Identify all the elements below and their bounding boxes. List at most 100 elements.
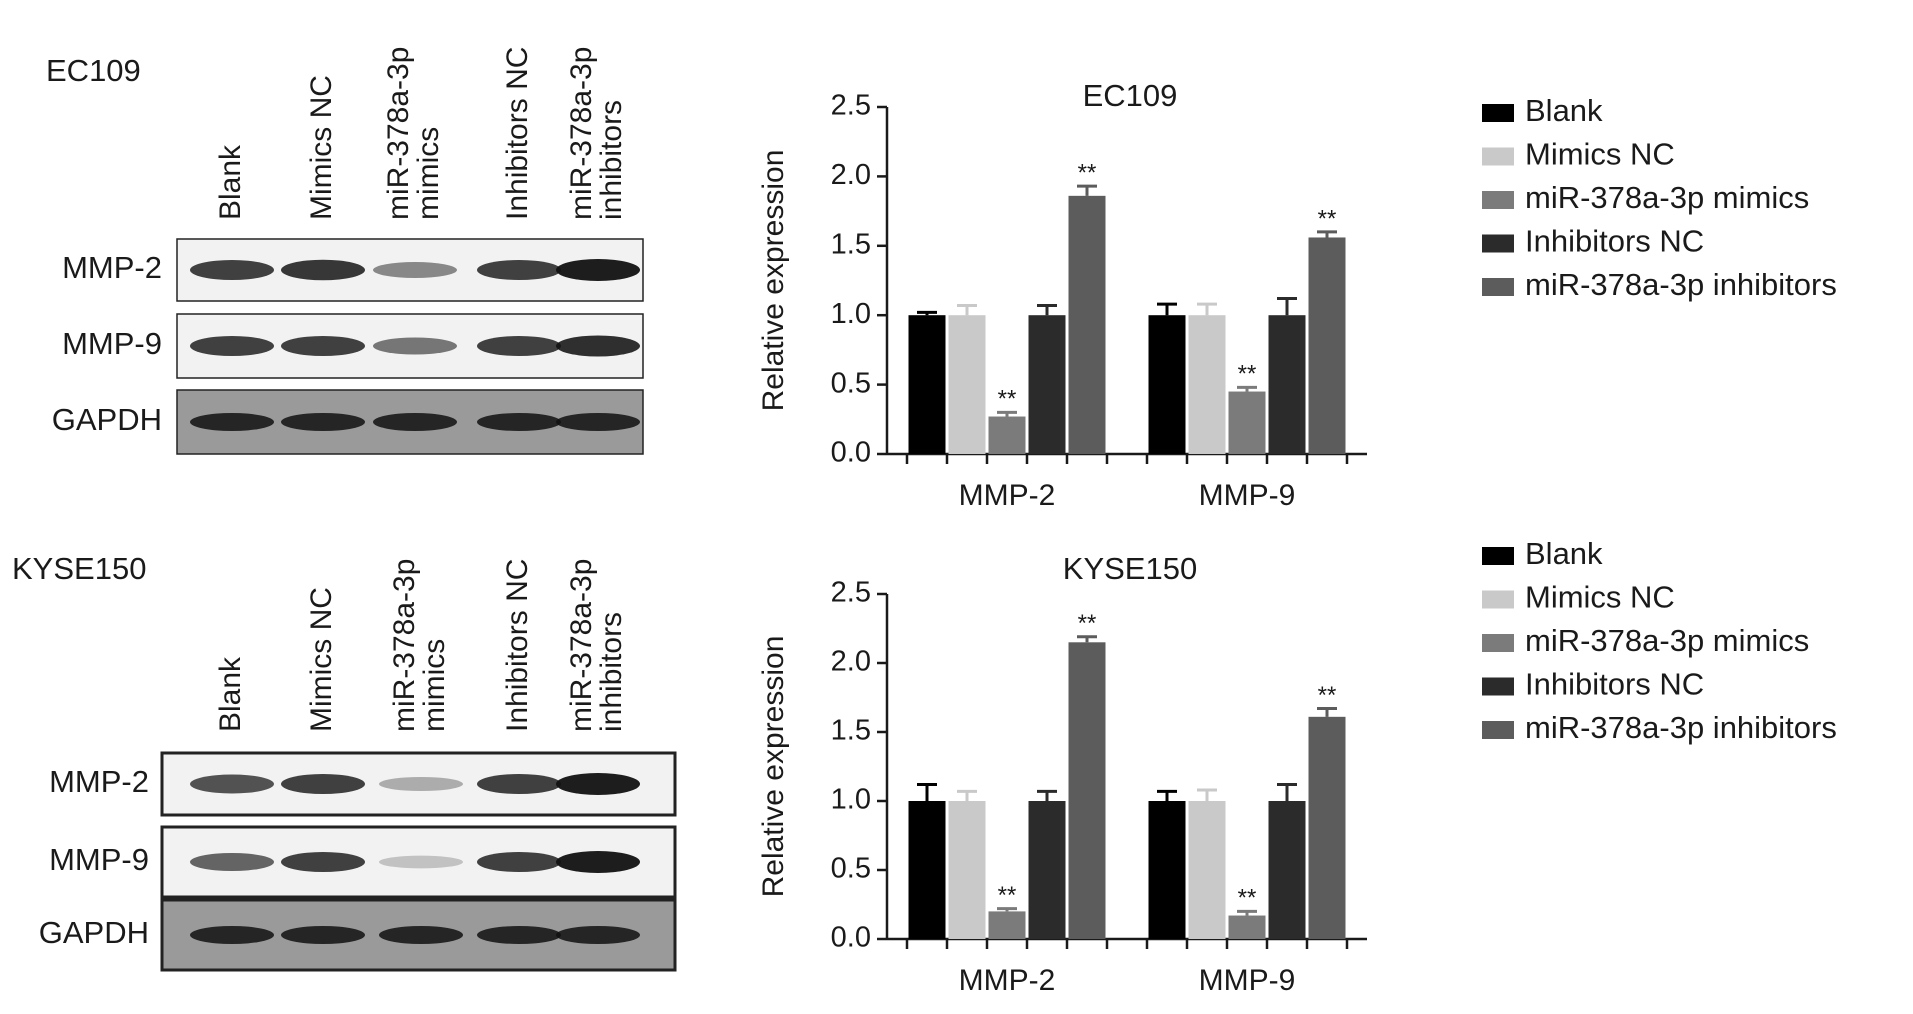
row-label: GAPDH xyxy=(52,402,162,437)
blot-band xyxy=(477,336,561,356)
y-axis-label: Relative expression xyxy=(757,150,790,412)
blot-band xyxy=(556,773,640,795)
chart-title: KYSE150 xyxy=(1063,551,1197,586)
legend-swatch xyxy=(1482,634,1514,652)
y-axis-label: Relative expression xyxy=(757,636,790,898)
legend-swatch xyxy=(1482,104,1514,122)
legend-swatch xyxy=(1482,278,1514,296)
error-bar xyxy=(1277,782,1297,801)
blot-band xyxy=(281,413,365,431)
blot-band xyxy=(373,337,457,355)
bar xyxy=(1148,801,1186,939)
bar xyxy=(988,416,1026,454)
significance-label: ** xyxy=(1238,885,1257,912)
lane-label: miR-378a-3p xyxy=(565,47,598,220)
lane-label: mimics xyxy=(412,127,445,220)
bar xyxy=(1228,391,1266,454)
bar xyxy=(948,315,986,454)
bar xyxy=(1268,315,1306,454)
error-bar xyxy=(1197,302,1217,316)
lane-label: Blank xyxy=(214,144,247,220)
y-tick-label: 0.0 xyxy=(831,922,871,954)
legend-swatch xyxy=(1482,547,1514,565)
legend-label: miR-378a-3p inhibitors xyxy=(1525,267,1837,302)
blot-band xyxy=(556,413,640,431)
significance-label: ** xyxy=(1238,361,1257,388)
blot-band xyxy=(281,336,365,356)
legend-label: miR-378a-3p inhibitors xyxy=(1525,710,1837,745)
error-bar xyxy=(1157,302,1177,316)
y-tick-label: 1.0 xyxy=(831,784,871,816)
y-tick-label: 2.5 xyxy=(831,90,871,122)
lane-label: Inhibitors NC xyxy=(501,47,534,220)
y-tick-label: 0.5 xyxy=(831,853,871,885)
x-tick-label: MMP-9 xyxy=(1199,964,1296,997)
y-tick-label: 0.0 xyxy=(831,437,871,469)
lane-label: inhibitors xyxy=(595,100,628,220)
blot-band xyxy=(379,926,463,944)
bar xyxy=(1188,801,1226,939)
lane-label: Blank xyxy=(214,656,247,732)
chart-title: EC109 xyxy=(1083,78,1178,113)
bar xyxy=(1308,716,1346,939)
legend-label: Blank xyxy=(1525,93,1603,128)
bar xyxy=(908,315,946,454)
y-tick-label: 2.5 xyxy=(831,577,871,609)
legend-swatch xyxy=(1482,590,1514,609)
error-bar xyxy=(1077,635,1097,643)
bar xyxy=(948,801,986,939)
bar xyxy=(988,911,1026,939)
lane-label: miR-378a-3p xyxy=(382,47,415,220)
x-tick-label: MMP-2 xyxy=(959,964,1056,997)
error-bar xyxy=(917,310,937,316)
row-label: MMP-2 xyxy=(49,764,149,799)
blot-band xyxy=(556,259,640,281)
blot-band xyxy=(281,259,365,281)
blot-band xyxy=(379,855,463,869)
bar xyxy=(1188,315,1226,454)
bar xyxy=(1148,315,1186,454)
legend-label: Mimics NC xyxy=(1525,137,1675,172)
error-bar xyxy=(1277,297,1297,316)
blot-band xyxy=(379,777,463,791)
legend-label: Blank xyxy=(1525,536,1603,571)
legend-swatch xyxy=(1482,191,1514,209)
y-tick-label: 2.0 xyxy=(831,646,871,678)
blot-band xyxy=(281,926,365,944)
error-bar xyxy=(1037,303,1057,316)
blot-title: KYSE150 xyxy=(12,551,146,586)
bar xyxy=(1268,801,1306,939)
lane-label: Mimics NC xyxy=(305,75,338,220)
blot-band xyxy=(556,926,640,944)
blot-band xyxy=(281,852,365,872)
legend-label: miR-378a-3p mimics xyxy=(1525,180,1809,215)
bar xyxy=(1068,642,1106,939)
blot-band xyxy=(190,413,274,431)
bar xyxy=(1308,237,1346,454)
error-bar xyxy=(997,410,1017,417)
row-label: MMP-9 xyxy=(62,326,162,361)
blot-band xyxy=(477,774,561,794)
y-tick-label: 1.5 xyxy=(831,715,871,747)
blot-band xyxy=(373,262,457,278)
lane-label: mimics xyxy=(418,639,451,732)
error-bar xyxy=(1157,789,1177,801)
y-tick-label: 1.0 xyxy=(831,298,871,330)
y-tick-label: 2.0 xyxy=(831,159,871,191)
blot-band xyxy=(190,853,274,871)
legend-label: miR-378a-3p mimics xyxy=(1525,623,1809,658)
significance-label: ** xyxy=(998,882,1017,909)
error-bar xyxy=(1197,788,1217,801)
row-label: MMP-9 xyxy=(49,842,149,877)
blot-band xyxy=(477,926,561,944)
legend-label: Inhibitors NC xyxy=(1525,224,1704,259)
blot-band xyxy=(556,851,640,873)
x-tick-label: MMP-9 xyxy=(1199,479,1296,512)
blot-band xyxy=(373,413,457,431)
significance-label: ** xyxy=(1078,159,1097,186)
legend-swatch xyxy=(1482,677,1514,696)
significance-label: ** xyxy=(998,386,1017,413)
significance-label: ** xyxy=(1078,610,1097,637)
row-label: GAPDH xyxy=(39,915,149,950)
